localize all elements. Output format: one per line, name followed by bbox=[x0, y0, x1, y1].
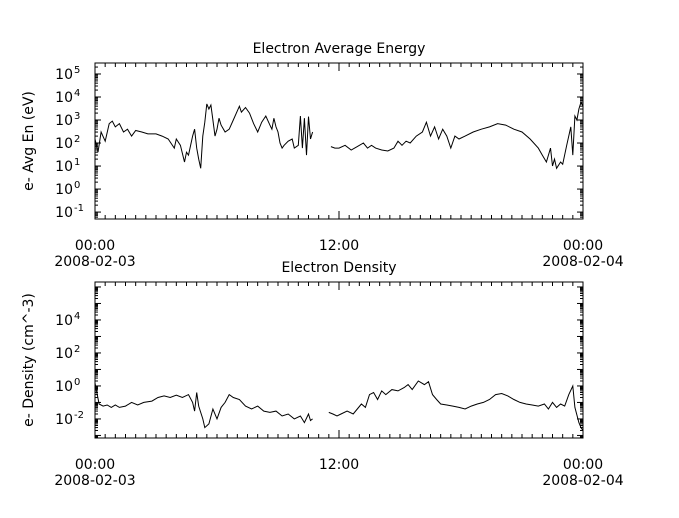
y-tick-exponent: -2 bbox=[74, 410, 84, 421]
y-tick-exponent: 2 bbox=[74, 344, 80, 355]
y-tick-label: 10 bbox=[55, 412, 73, 428]
y-tick-label: 10 bbox=[55, 346, 73, 362]
y-tick-exponent: 5 bbox=[74, 65, 80, 76]
plot-frame bbox=[94, 62, 584, 220]
y-tick-label: 10 bbox=[55, 159, 73, 175]
y-tick-label: 10 bbox=[55, 379, 73, 395]
y-tick-label: 10 bbox=[55, 182, 73, 198]
chart-title: Electron Density bbox=[281, 260, 396, 276]
series-line bbox=[328, 380, 584, 431]
y-tick-exponent: -1 bbox=[74, 203, 84, 214]
series-line bbox=[330, 100, 584, 170]
x-tick-label: 12:00 bbox=[319, 457, 359, 473]
y-tick-label: 10 bbox=[55, 67, 73, 83]
x-tick-label: 12:00 bbox=[319, 238, 359, 254]
density-panel: Electron Density e- Density (cm^-3) 10 -2… bbox=[21, 260, 624, 489]
y-tick-label: 10 bbox=[55, 113, 73, 129]
y-tick-exponent: 1 bbox=[74, 157, 80, 168]
energy-panel: Electron Average Energy e- Avg En (eV) 1… bbox=[21, 41, 624, 270]
x-tick-label: 2008-02-03 bbox=[54, 473, 135, 489]
chart-title: Electron Average Energy bbox=[253, 41, 426, 57]
series-line bbox=[94, 382, 313, 429]
x-tick-label: 00:00 bbox=[563, 457, 603, 473]
y-tick-label: 10 bbox=[55, 90, 73, 106]
y-tick-exponent: 0 bbox=[74, 377, 80, 388]
x-tick-label: 00:00 bbox=[563, 238, 603, 254]
y-tick-exponent: 4 bbox=[74, 311, 80, 322]
x-tick-label: 00:00 bbox=[75, 238, 115, 254]
y-tick-label: 10 bbox=[55, 136, 73, 152]
y-tick-label: 10 bbox=[55, 313, 73, 329]
y-tick-label: 10 bbox=[55, 205, 73, 221]
series-line bbox=[94, 103, 314, 169]
y-tick-exponent: 2 bbox=[74, 134, 80, 145]
y-tick-exponent: 3 bbox=[74, 111, 80, 122]
x-tick-label: 2008-02-04 bbox=[542, 473, 623, 489]
y-axis-label: e- Density (cm^-3) bbox=[21, 293, 37, 427]
x-tick-label: 00:00 bbox=[75, 457, 115, 473]
y-tick-exponent: 0 bbox=[74, 180, 80, 191]
x-tick-label: 2008-02-04 bbox=[542, 254, 623, 270]
x-tick-label: 2008-02-03 bbox=[54, 254, 135, 270]
y-axis-label: e- Avg En (eV) bbox=[21, 91, 37, 191]
y-tick-exponent: 4 bbox=[74, 88, 80, 99]
